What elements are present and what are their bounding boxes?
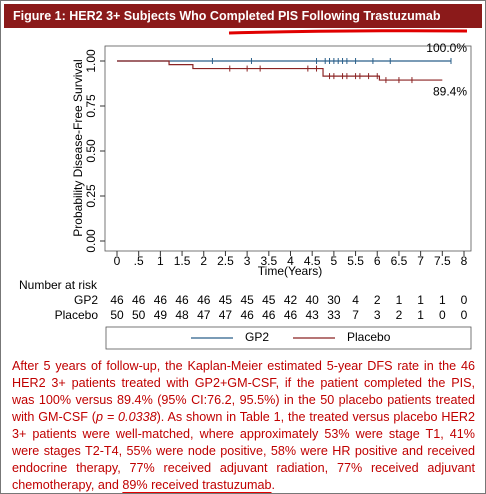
x-tick-label: 2.5 bbox=[217, 254, 234, 268]
title-bar bbox=[4, 4, 482, 28]
p-value: p = 0.0338 bbox=[95, 410, 157, 424]
x-tick-label: 1.5 bbox=[174, 254, 191, 268]
legend-label: Placebo bbox=[347, 330, 391, 344]
risk-count: 50 bbox=[110, 308, 124, 322]
x-tick-label: 8 bbox=[461, 254, 468, 268]
risk-count: 46 bbox=[284, 308, 298, 322]
risk-count: 46 bbox=[262, 308, 276, 322]
risk-count: 7 bbox=[352, 308, 359, 322]
risk-count: 45 bbox=[262, 293, 276, 307]
risk-count: 50 bbox=[132, 308, 146, 322]
risk-count: 48 bbox=[175, 308, 189, 322]
risk-count: 47 bbox=[197, 308, 211, 322]
risk-count: 43 bbox=[306, 308, 320, 322]
x-tick-label: 7 bbox=[417, 254, 424, 268]
x-tick-label: 1 bbox=[157, 254, 164, 268]
x-axis-label: Time(Years) bbox=[258, 264, 322, 278]
risk-count: 47 bbox=[219, 308, 233, 322]
risk-count: 46 bbox=[197, 293, 211, 307]
risk-count: 0 bbox=[461, 308, 468, 322]
y-tick-label: 0.00 bbox=[84, 229, 98, 253]
risk-count: 1 bbox=[417, 293, 424, 307]
risk-count: 0 bbox=[461, 293, 468, 307]
x-tick-label: 4.5 bbox=[304, 254, 321, 268]
risk-count: 46 bbox=[175, 293, 189, 307]
x-tick-label: .5 bbox=[134, 254, 144, 268]
text: After 5 years of follow-up, the Kaplan-M… bbox=[12, 359, 475, 424]
risk-count: 49 bbox=[154, 308, 168, 322]
x-tick-label: 7.5 bbox=[434, 254, 451, 268]
x-tick-label: 3.5 bbox=[260, 254, 277, 268]
x-tick-label: 6 bbox=[374, 254, 381, 268]
text: . bbox=[271, 478, 276, 492]
chart-title: Figure 1: HER2 3+ Subjects Who Completed… bbox=[13, 9, 441, 23]
risk-count: 46 bbox=[132, 293, 146, 307]
x-tick-label: 5 bbox=[331, 254, 338, 268]
x-tick-label: 3 bbox=[244, 254, 251, 268]
y-axis-label: Probability Disease-Free Survival bbox=[71, 59, 85, 236]
survival-curve bbox=[117, 60, 443, 81]
y-tick-label: 0.50 bbox=[84, 139, 98, 163]
risk-count: 33 bbox=[327, 308, 341, 322]
risk-count: 1 bbox=[417, 308, 424, 322]
x-tick-label: 6.5 bbox=[391, 254, 408, 268]
risk-title: Number at risk bbox=[19, 278, 98, 292]
risk-count: 40 bbox=[306, 293, 320, 307]
summary-paragraph: After 5 years of follow-up, the Kaplan-M… bbox=[12, 358, 475, 493]
highlight: 89% received trastuzumab bbox=[122, 478, 272, 492]
title-underline bbox=[228, 29, 468, 35]
y-tick-label: 1.00 bbox=[84, 49, 98, 73]
risk-count: 3 bbox=[374, 308, 381, 322]
x-tick-label: 0 bbox=[114, 254, 121, 268]
risk-count: 1 bbox=[396, 293, 403, 307]
risk-count: 46 bbox=[110, 293, 124, 307]
risk-row-label: Placebo bbox=[55, 308, 99, 322]
risk-count: 45 bbox=[240, 293, 254, 307]
legend-label: GP2 bbox=[245, 330, 269, 344]
x-tick-label: 4 bbox=[287, 254, 294, 268]
risk-count: 42 bbox=[284, 293, 298, 307]
risk-count: 2 bbox=[396, 308, 403, 322]
y-tick-label: 0.75 bbox=[84, 94, 98, 118]
risk-count: 46 bbox=[240, 308, 254, 322]
risk-row-label: GP2 bbox=[74, 293, 98, 307]
risk-count: 2 bbox=[374, 293, 381, 307]
annotation: 89.4% bbox=[433, 84, 467, 98]
legend bbox=[105, 326, 472, 350]
risk-count: 45 bbox=[219, 293, 233, 307]
risk-count: 0 bbox=[439, 308, 446, 322]
x-tick-label: 2 bbox=[200, 254, 207, 268]
annotation: 100.0% bbox=[426, 41, 467, 55]
y-tick-label: 0.25 bbox=[84, 184, 98, 208]
text: ). As shown in Table 1, the treated vers… bbox=[12, 410, 475, 492]
risk-count: 4 bbox=[352, 293, 359, 307]
risk-count: 46 bbox=[154, 293, 168, 307]
risk-count: 30 bbox=[327, 293, 341, 307]
plot-frame bbox=[104, 45, 472, 252]
x-tick-label: 5.5 bbox=[347, 254, 364, 268]
risk-count: 1 bbox=[439, 293, 446, 307]
